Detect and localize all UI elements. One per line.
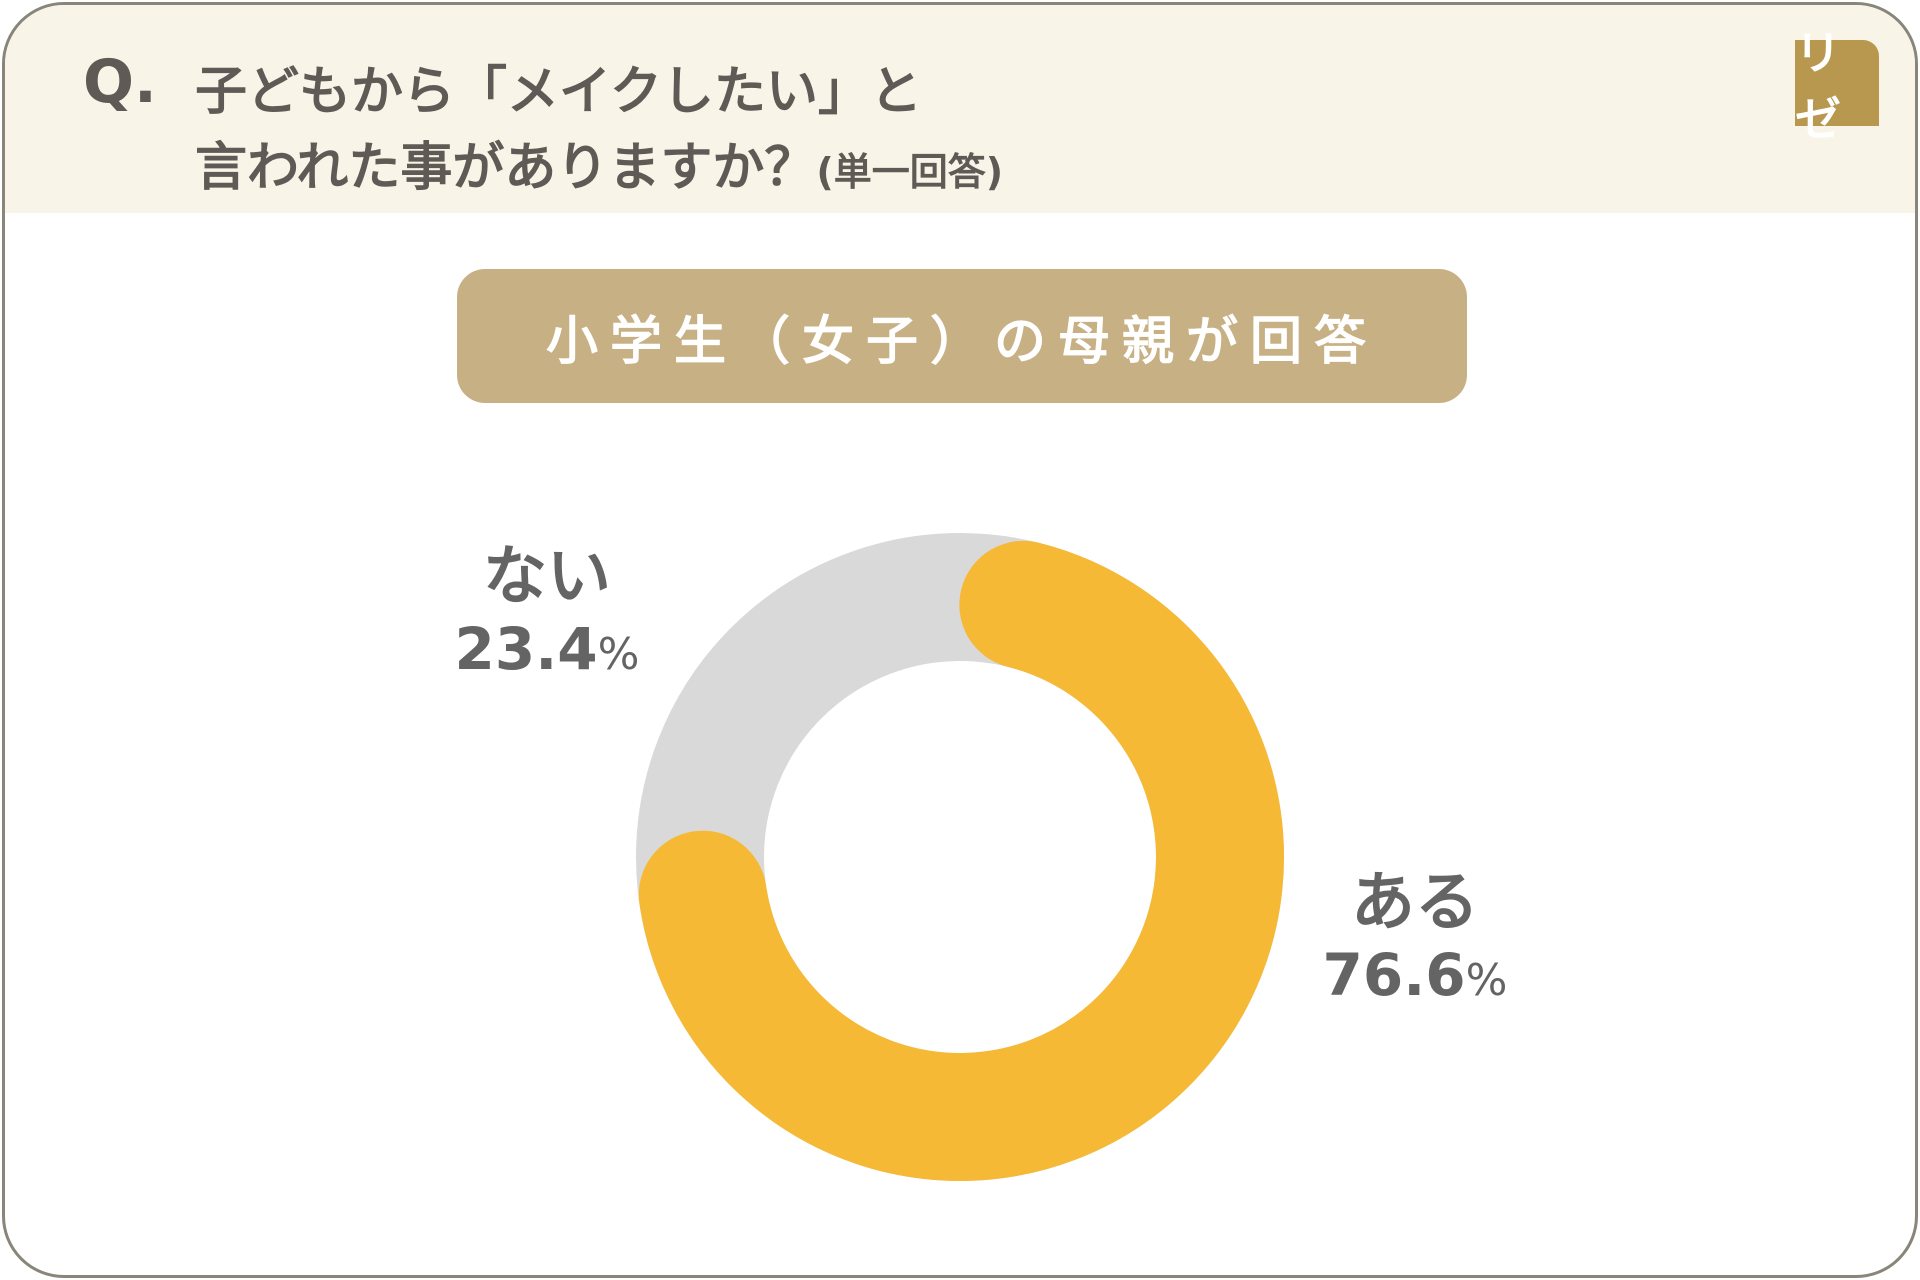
answer-type-note: (単一回答): [816, 150, 1004, 194]
value-number: 76.6: [1322, 941, 1466, 1009]
slice-label-nai: ない 23.4%: [440, 540, 654, 690]
respondent-banner: 小学生（女子）の母親が回答: [457, 269, 1467, 403]
value-label: 23.4%: [440, 614, 654, 690]
question-line-2: 言われた事がありますか？(単一回答): [195, 125, 1003, 200]
unit: %: [597, 629, 640, 680]
question-line-1: 子どもから「メイクしたい」と: [195, 62, 922, 122]
value-number: 23.4: [454, 615, 598, 683]
question-label: Q.: [83, 47, 157, 117]
category-label: ある: [1351, 866, 1479, 940]
category-label: ない: [483, 540, 611, 614]
slice-ある: [638, 540, 1284, 1181]
value-label: 76.6%: [1305, 940, 1525, 1016]
question-text: 言われた事がありますか？: [195, 138, 817, 198]
question-header: Q. 子どもから「メイクしたい」と 言われた事がありますか？(単一回答) リゼ: [5, 5, 1915, 213]
unit: %: [1465, 955, 1508, 1006]
slice-label-aru: ある 76.6%: [1305, 866, 1525, 1016]
